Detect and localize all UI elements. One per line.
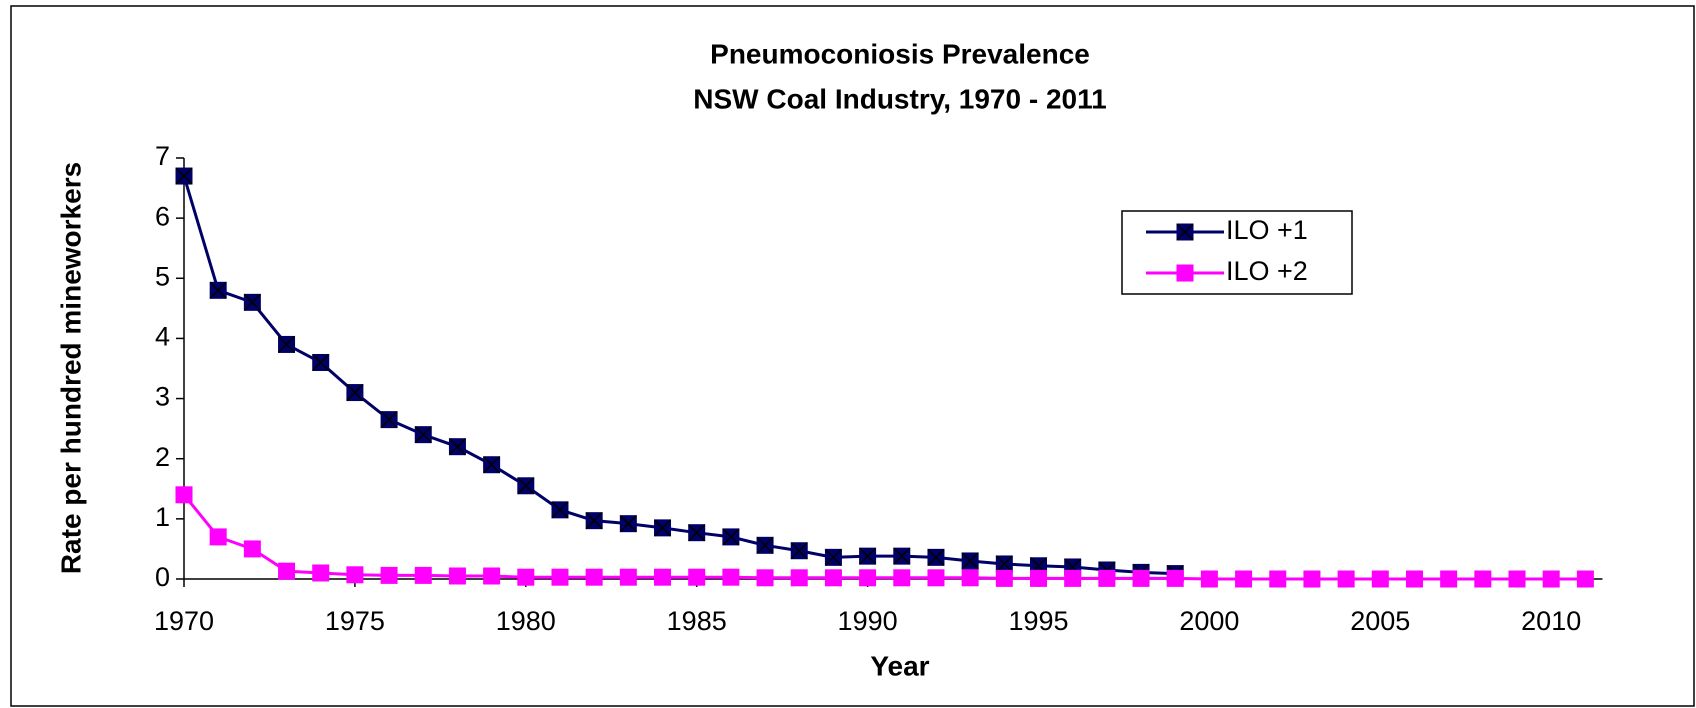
marker-cross bbox=[414, 426, 432, 444]
marker-cross bbox=[312, 353, 330, 372]
marker bbox=[346, 566, 364, 584]
marker bbox=[790, 569, 808, 587]
x-tick-label: 1995 bbox=[1008, 606, 1068, 636]
marker bbox=[1576, 570, 1594, 588]
marker bbox=[551, 568, 569, 586]
x-tick-label: 2005 bbox=[1350, 606, 1410, 636]
marker bbox=[995, 569, 1013, 587]
marker bbox=[1269, 570, 1287, 588]
marker bbox=[722, 568, 740, 586]
y-tick-label: 1 bbox=[155, 502, 170, 532]
marker-cross bbox=[790, 542, 808, 560]
marker bbox=[1064, 569, 1082, 587]
marker-cross bbox=[961, 552, 979, 570]
legend-label: ILO +2 bbox=[1226, 256, 1308, 286]
marker-cross bbox=[243, 293, 261, 311]
x-tick-label: 1985 bbox=[667, 606, 727, 636]
chart-title: Pneumoconiosis Prevalence bbox=[710, 38, 1090, 69]
marker-cross bbox=[448, 438, 466, 456]
marker-cross bbox=[175, 167, 193, 185]
marker bbox=[278, 562, 296, 580]
x-tick-label: 2010 bbox=[1521, 606, 1581, 636]
y-axis-label: Rate per hundred mineworkers bbox=[55, 162, 86, 574]
legend-box bbox=[1121, 210, 1353, 295]
marker-cross bbox=[380, 411, 398, 429]
marker bbox=[1098, 569, 1116, 587]
marker bbox=[961, 569, 979, 587]
marker-cross bbox=[483, 456, 501, 474]
marker-cross bbox=[893, 547, 911, 565]
y-tick-label: 4 bbox=[155, 322, 170, 352]
y-tick-label: 0 bbox=[155, 562, 170, 592]
marker bbox=[1542, 570, 1560, 588]
marker bbox=[1303, 570, 1321, 588]
marker bbox=[1508, 570, 1526, 588]
marker bbox=[414, 566, 432, 584]
legend-label: ILO +1 bbox=[1226, 215, 1308, 245]
y-tick-label: 5 bbox=[155, 261, 170, 291]
x-tick-label: 1970 bbox=[154, 606, 214, 636]
marker-cross bbox=[619, 515, 637, 533]
marker bbox=[824, 569, 842, 587]
marker bbox=[1200, 570, 1218, 588]
marker bbox=[688, 568, 706, 586]
marker-cross bbox=[722, 528, 740, 546]
marker-cross bbox=[995, 555, 1013, 573]
x-tick-label: 2000 bbox=[1179, 606, 1239, 636]
marker-cross bbox=[585, 512, 603, 530]
marker bbox=[1405, 570, 1423, 588]
y-tick-label: 2 bbox=[155, 442, 170, 472]
marker bbox=[619, 568, 637, 586]
marker-cross bbox=[209, 281, 227, 299]
chart-frame bbox=[10, 5, 1695, 707]
y-tick-label: 3 bbox=[155, 382, 170, 412]
marker bbox=[1474, 570, 1492, 588]
marker bbox=[654, 568, 672, 586]
y-tick-label: 7 bbox=[155, 141, 170, 171]
marker bbox=[1371, 570, 1389, 588]
series bbox=[175, 486, 1594, 588]
marker bbox=[756, 569, 774, 587]
marker bbox=[585, 568, 603, 586]
marker-cross bbox=[824, 548, 842, 566]
marker bbox=[483, 567, 501, 585]
marker bbox=[517, 568, 535, 586]
marker bbox=[1132, 569, 1150, 587]
marker bbox=[1337, 570, 1355, 588]
marker-cross bbox=[551, 501, 569, 519]
marker-cross bbox=[653, 519, 672, 537]
marker-cross bbox=[517, 477, 535, 495]
marker bbox=[859, 569, 877, 587]
x-axis-label: Year bbox=[870, 650, 929, 681]
marker bbox=[1030, 569, 1047, 587]
marker bbox=[893, 569, 911, 587]
chart-subtitle: NSW Coal Industry, 1970 - 2011 bbox=[693, 83, 1106, 114]
marker bbox=[175, 486, 193, 504]
marker-cross bbox=[1176, 223, 1194, 241]
marker bbox=[312, 564, 330, 582]
marker-cross bbox=[859, 547, 877, 565]
marker bbox=[1176, 264, 1194, 282]
marker bbox=[1440, 570, 1458, 588]
marker bbox=[243, 540, 261, 558]
marker bbox=[1166, 569, 1184, 587]
marker bbox=[1235, 570, 1253, 588]
x-tick-label: 1975 bbox=[325, 606, 385, 636]
marker-cross bbox=[688, 524, 706, 542]
marker-cross bbox=[346, 384, 364, 402]
marker-cross bbox=[278, 335, 296, 353]
marker-cross bbox=[927, 548, 945, 566]
marker bbox=[209, 528, 227, 546]
legend: ILO +1 ILO +2 bbox=[1121, 210, 1353, 295]
marker-cross bbox=[756, 536, 774, 554]
marker bbox=[380, 566, 398, 584]
x-tick-label: 1990 bbox=[838, 606, 898, 636]
y-tick-label: 6 bbox=[155, 201, 170, 231]
marker bbox=[448, 567, 466, 585]
x-tick-label: 1980 bbox=[496, 606, 556, 636]
marker bbox=[927, 569, 945, 587]
